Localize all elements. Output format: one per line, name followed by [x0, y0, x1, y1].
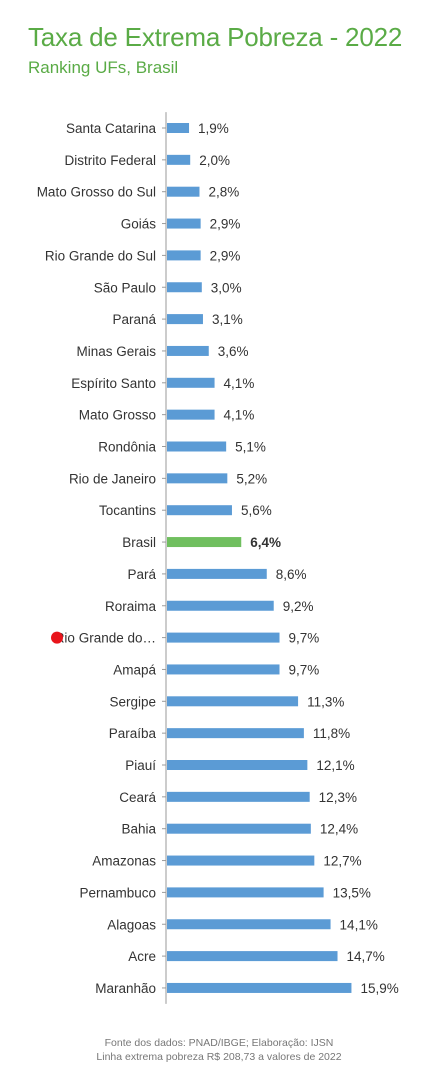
- bar: [167, 218, 201, 229]
- data-label: 12,4%: [320, 822, 358, 837]
- bar: [167, 919, 331, 930]
- bar-chart: Santa Catarina 1,9% Distrito Federal 2,0% Ma…: [37, 112, 399, 1004]
- bar: [167, 760, 308, 770]
- category-label: Amazonas: [92, 854, 156, 869]
- data-label: 14,1%: [340, 917, 378, 932]
- category-label: Rio Grande do Sul: [45, 248, 156, 263]
- category-label: Santa Catarina: [66, 121, 157, 136]
- category-label: Roraima: [105, 599, 157, 614]
- category-label: Pará: [127, 567, 156, 582]
- category-label: Mato Grosso do Sul: [37, 185, 156, 200]
- category-label: Piauí: [125, 758, 156, 773]
- bar: [167, 537, 242, 548]
- data-label: 4,1%: [224, 376, 255, 391]
- category-label: Paraíba: [109, 726, 157, 741]
- data-label: 13,5%: [333, 885, 371, 900]
- bar: [167, 250, 201, 261]
- bar: [167, 186, 200, 197]
- data-label: 6,4%: [250, 535, 281, 550]
- category-label: Paraná: [112, 312, 156, 327]
- category-label: Espírito Santo: [71, 376, 156, 391]
- footer-note: Linha extrema pobreza R$ 208,73 a valore…: [96, 1051, 342, 1063]
- bar: [167, 409, 215, 420]
- bar: [167, 982, 352, 993]
- category-label: Distrito Federal: [64, 153, 156, 168]
- data-label: 11,8%: [313, 726, 350, 741]
- category-label: Alagoas: [107, 917, 156, 932]
- bar: [167, 345, 209, 356]
- bar: [167, 632, 280, 643]
- chart-subtitle: Ranking UFs, Brasil: [28, 58, 179, 77]
- category-label: Rio de Janeiro: [69, 471, 156, 486]
- data-label: 8,6%: [276, 567, 307, 582]
- data-label: 9,7%: [289, 631, 320, 646]
- data-label: 3,1%: [212, 312, 243, 327]
- data-label: 9,2%: [283, 599, 314, 614]
- bar: [167, 568, 267, 579]
- bar: [167, 887, 324, 898]
- category-label: Acre: [128, 949, 156, 964]
- data-label: 3,6%: [218, 344, 249, 359]
- category-label: Tocantins: [99, 503, 156, 518]
- category-label: Amapá: [113, 662, 156, 677]
- category-label: Rio Grande do…: [55, 631, 156, 646]
- highlight-marker-icon: [51, 631, 63, 644]
- data-label: 12,3%: [319, 790, 357, 805]
- data-label: 2,0%: [199, 153, 230, 168]
- bar: [167, 728, 304, 739]
- bar: [167, 123, 190, 133]
- data-label: 15,9%: [360, 981, 398, 996]
- bar: [167, 855, 315, 866]
- data-label: 12,1%: [316, 758, 354, 773]
- data-label: 2,9%: [210, 217, 241, 232]
- category-label: Ceará: [119, 790, 156, 805]
- data-label: 2,8%: [208, 185, 239, 200]
- data-label: 5,6%: [241, 503, 272, 518]
- data-label: 5,1%: [235, 440, 266, 455]
- bar: [167, 951, 338, 962]
- category-label: Brasil: [122, 535, 156, 550]
- bar: [167, 696, 299, 707]
- bar: [167, 473, 228, 484]
- category-label: Minas Gerais: [76, 344, 156, 359]
- data-label: 9,7%: [289, 662, 320, 677]
- bar: [167, 154, 191, 165]
- data-label: 2,9%: [210, 248, 241, 263]
- category-label: Pernambuco: [79, 885, 156, 900]
- category-label: Mato Grosso: [79, 408, 156, 423]
- data-label: 14,7%: [347, 949, 385, 964]
- data-label: 12,7%: [323, 854, 361, 869]
- bar: [167, 377, 215, 388]
- category-label: Bahia: [121, 822, 156, 837]
- bar: [167, 441, 227, 452]
- bar: [167, 600, 274, 611]
- chart-title: Taxa de Extrema Pobreza - 2022: [28, 22, 403, 52]
- data-label: 11,3%: [307, 694, 344, 709]
- data-label: 4,1%: [224, 408, 255, 423]
- data-label: 3,0%: [211, 280, 242, 295]
- category-label: Rondônia: [98, 440, 156, 455]
- category-label: São Paulo: [94, 280, 156, 295]
- bar: [167, 791, 310, 802]
- bar: [167, 505, 232, 516]
- data-label: 1,9%: [198, 121, 229, 136]
- category-label: Sergipe: [109, 694, 156, 709]
- category-label: Goiás: [121, 217, 157, 232]
- footer-source: Fonte dos dados: PNAD/IBGE; Elaboração: …: [104, 1037, 334, 1049]
- bar: [167, 314, 203, 325]
- bar: [167, 823, 311, 834]
- data-label: 5,2%: [236, 471, 267, 486]
- bar: [167, 282, 202, 293]
- bar: [167, 664, 280, 675]
- category-label: Maranhão: [95, 981, 156, 996]
